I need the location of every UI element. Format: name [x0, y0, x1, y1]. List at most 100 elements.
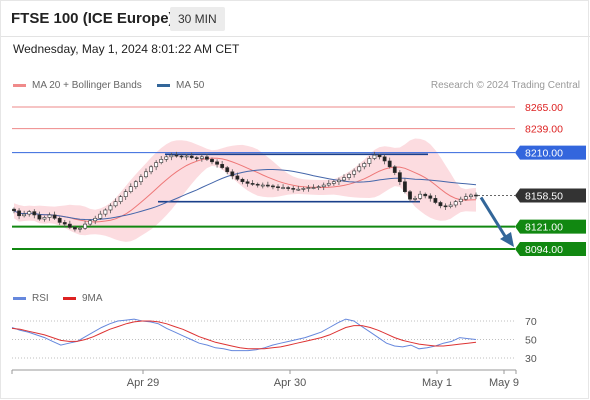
- legend-rsi: RSI: [13, 293, 49, 304]
- candle-body: [12, 208, 16, 212]
- candle-body: [42, 217, 47, 220]
- candle-body: [98, 213, 103, 219]
- candle-body: [403, 181, 407, 193]
- candle-body: [443, 205, 448, 208]
- legend-ma50: MA 50: [157, 80, 204, 91]
- instrument-title: FTSE 100 (ICE Europe): [11, 10, 174, 27]
- candle-body: [301, 188, 306, 190]
- candle-body: [311, 187, 316, 189]
- candle-body: [22, 213, 27, 217]
- rsi-legend-label: RSI: [32, 293, 49, 304]
- bollinger-band-area: [14, 138, 476, 242]
- time-tick-label: May 9: [489, 377, 519, 389]
- time-axis: Apr 29 Apr 30 May 1 May 9: [11, 369, 519, 389]
- candle-body: [458, 198, 463, 202]
- candle-body: [108, 205, 113, 211]
- candle-body: [408, 191, 412, 200]
- candle-body: [128, 186, 133, 193]
- candle-body: [372, 154, 377, 159]
- candle-body: [47, 214, 52, 218]
- candle-body: [357, 166, 362, 172]
- legend-9ma: 9MA: [63, 293, 103, 304]
- candle-body: [62, 222, 67, 225]
- candle-body: [413, 198, 417, 200]
- candle-body: [215, 161, 219, 165]
- candle-body: [159, 159, 164, 163]
- time-tick-label: May 1: [422, 377, 452, 389]
- candle-body: [352, 170, 357, 175]
- interval-button[interactable]: 30 MIN: [170, 7, 225, 31]
- candle-body: [220, 163, 225, 168]
- candle-body: [78, 227, 82, 230]
- bollinger-bands: [14, 138, 476, 242]
- level-label-8121.00: 8121.00: [525, 222, 563, 234]
- candle-body: [438, 202, 443, 207]
- candle-body: [199, 156, 204, 159]
- candle-body: [453, 201, 458, 206]
- candle-body: [469, 194, 473, 197]
- candle-body: [331, 181, 336, 184]
- candle-body: [169, 154, 174, 158]
- rsi-swatch: [13, 296, 26, 300]
- candle-body: [342, 177, 346, 181]
- level-tag-8158.50: [515, 188, 586, 203]
- candle-body: [37, 214, 42, 220]
- candle-body: [139, 176, 143, 183]
- candle-body: [291, 188, 296, 190]
- level-tags: 8265.00 8239.00 8210.00 8158.50 8121.00 8094.…: [515, 102, 586, 256]
- candle-body: [184, 155, 189, 158]
- ma50-legend-label: MA 50: [176, 80, 205, 91]
- candle-body: [281, 187, 285, 189]
- candle-body: [321, 184, 326, 188]
- candle-body: [174, 154, 179, 157]
- candle-body: [52, 214, 57, 219]
- forecast-arrow-shaft: [479, 196, 510, 242]
- candle-body: [230, 171, 235, 177]
- ma50-swatch: [157, 83, 170, 87]
- candle-body: [88, 220, 93, 225]
- forecast-arrow-head: [500, 232, 514, 247]
- forecast-arrow: [479, 196, 514, 247]
- candle-body: [113, 201, 118, 207]
- time-tick-label: Apr 30: [274, 377, 306, 389]
- candle-body: [103, 209, 108, 215]
- candle-body: [423, 193, 428, 197]
- candle-body: [433, 198, 438, 203]
- chart-header: FTSE 100 (ICE Europe) 30 MIN: [0, 0, 590, 37]
- candle-body: [118, 196, 123, 202]
- candle-body: [27, 211, 32, 215]
- level-tag-8210.00: [515, 145, 586, 160]
- rsi-tick-50: 50: [525, 335, 537, 347]
- candle-body: [73, 227, 77, 230]
- candle-body: [123, 191, 128, 197]
- candle-body: [316, 186, 321, 189]
- candle-body: [225, 167, 230, 173]
- candle-body: [367, 158, 372, 164]
- candle-body: [210, 159, 214, 163]
- candle-body: [418, 193, 423, 199]
- legend-ma20: MA 20 + Bollinger Bands: [13, 80, 142, 91]
- candlesticks: [12, 151, 478, 233]
- level-tag-8094.00: [515, 242, 586, 256]
- candle-body: [326, 183, 331, 186]
- candle-body: [347, 173, 351, 178]
- candle-body: [240, 178, 245, 183]
- candle-body: [17, 210, 21, 217]
- candle-body: [67, 223, 72, 228]
- level-tag-8121.00: [515, 219, 586, 234]
- rsi-tick-30: 30: [525, 353, 537, 365]
- ma9-swatch: [63, 296, 76, 300]
- candle-body: [250, 183, 255, 185]
- ma20-swatch: [13, 83, 26, 87]
- candle-body: [83, 223, 87, 229]
- candle-body: [286, 187, 291, 189]
- range-lines: [158, 153, 428, 203]
- research-credit: Research © 2024 Trading Central: [430, 80, 580, 91]
- level-label-8265.00: 8265.00: [525, 102, 563, 114]
- level-label-8210.00: 8210.00: [525, 148, 563, 160]
- candle-body: [179, 155, 184, 158]
- candle-body: [271, 185, 275, 188]
- candle-body: [93, 217, 98, 222]
- candle-body: [362, 163, 367, 168]
